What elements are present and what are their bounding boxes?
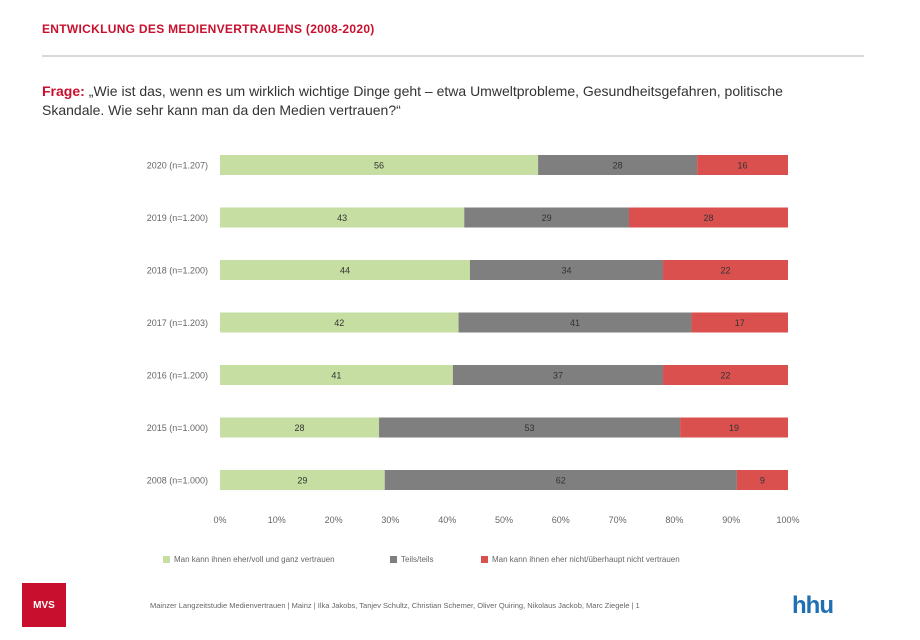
legend-entry: Man kann ihnen eher nicht/überhaupt nich…: [492, 555, 680, 564]
question-label: Frage:: [42, 83, 85, 99]
x-tick-label: 10%: [268, 515, 286, 525]
bar-segment: [384, 470, 737, 490]
data-label: 41: [331, 371, 341, 381]
bar-segment: [691, 312, 788, 333]
data-label: 43: [337, 213, 347, 223]
category-label: 2018 (n=1.200): [147, 266, 208, 276]
x-tick-label: 50%: [495, 515, 513, 525]
legend-swatch: [163, 556, 170, 563]
legend-swatch: [390, 556, 397, 563]
bar-segment: [452, 365, 664, 385]
legend-entry: Teils/teils: [401, 555, 433, 564]
bar-segment: [220, 365, 453, 385]
legend-swatch: [481, 556, 488, 563]
bar-segment: [458, 312, 692, 333]
question-text: „Wie ist das, wenn es um wirklich wichti…: [42, 83, 783, 118]
footer-credits: Mainzer Langzeitstudie Medienvertrauen |…: [150, 601, 640, 610]
category-label: 2008 (n=1.000): [147, 476, 208, 486]
bar-segment: [220, 312, 459, 333]
bar-segment: [697, 155, 788, 175]
question-block: Frage: „Wie ist das, wenn es um wirklich …: [42, 82, 832, 120]
data-label: 19: [729, 423, 739, 433]
data-label: 22: [721, 266, 731, 276]
x-tick-label: 60%: [552, 515, 570, 525]
bar-segment: [680, 417, 788, 438]
university-logo: MVS: [22, 583, 66, 627]
data-label: 56: [374, 161, 384, 171]
data-label: 34: [561, 266, 571, 276]
data-label: 29: [297, 476, 307, 486]
bar-segment: [220, 417, 380, 438]
data-label: 17: [735, 318, 745, 328]
bar-segment: [220, 155, 539, 175]
category-label: 2019 (n=1.200): [147, 213, 208, 223]
category-label: 2020 (n=1.207): [147, 161, 208, 171]
data-label: 37: [553, 371, 563, 381]
bar-segment: [663, 365, 788, 385]
data-label: 22: [721, 371, 731, 381]
bar-segment: [736, 470, 788, 490]
hhu-logo: hhu: [792, 592, 834, 619]
x-tick-label: 80%: [665, 515, 683, 525]
category-label: 2017 (n=1.203): [147, 318, 208, 328]
slide-title: ENTWICKLUNG DES MEDIENVERTRAUENS (2008-2…: [42, 22, 375, 36]
bar-segment: [220, 470, 385, 490]
legend-entry: Man kann ihnen eher/voll und ganz vertra…: [174, 555, 335, 564]
bar-segment: [464, 207, 629, 228]
x-tick-label: 40%: [438, 515, 456, 525]
data-label: 42: [334, 318, 344, 328]
data-label: 28: [703, 213, 713, 223]
x-tick-label: 20%: [325, 515, 343, 525]
category-label: 2015 (n=1.000): [147, 423, 208, 433]
data-label: 44: [340, 266, 350, 276]
bar-segment: [663, 260, 788, 280]
data-label: 28: [295, 423, 305, 433]
bar-segment: [469, 260, 664, 280]
x-tick-label: 70%: [609, 515, 627, 525]
x-tick-label: 100%: [776, 515, 799, 525]
x-tick-label: 0%: [213, 515, 226, 525]
bar-segment: [538, 155, 698, 175]
bar-segment: [220, 207, 465, 228]
category-label: 2016 (n=1.200): [147, 371, 208, 381]
data-label: 9: [760, 476, 765, 486]
data-label: 16: [738, 161, 748, 171]
bar-segment: [379, 417, 681, 438]
data-label: 53: [525, 423, 535, 433]
data-label: 29: [542, 213, 552, 223]
data-label: 62: [556, 476, 566, 486]
data-label: 28: [613, 161, 623, 171]
bar-segment: [220, 260, 470, 280]
x-tick-label: 30%: [381, 515, 399, 525]
title-divider: [42, 55, 864, 57]
x-tick-label: 90%: [722, 515, 740, 525]
bar-segment: [628, 207, 788, 228]
data-label: 41: [570, 318, 580, 328]
